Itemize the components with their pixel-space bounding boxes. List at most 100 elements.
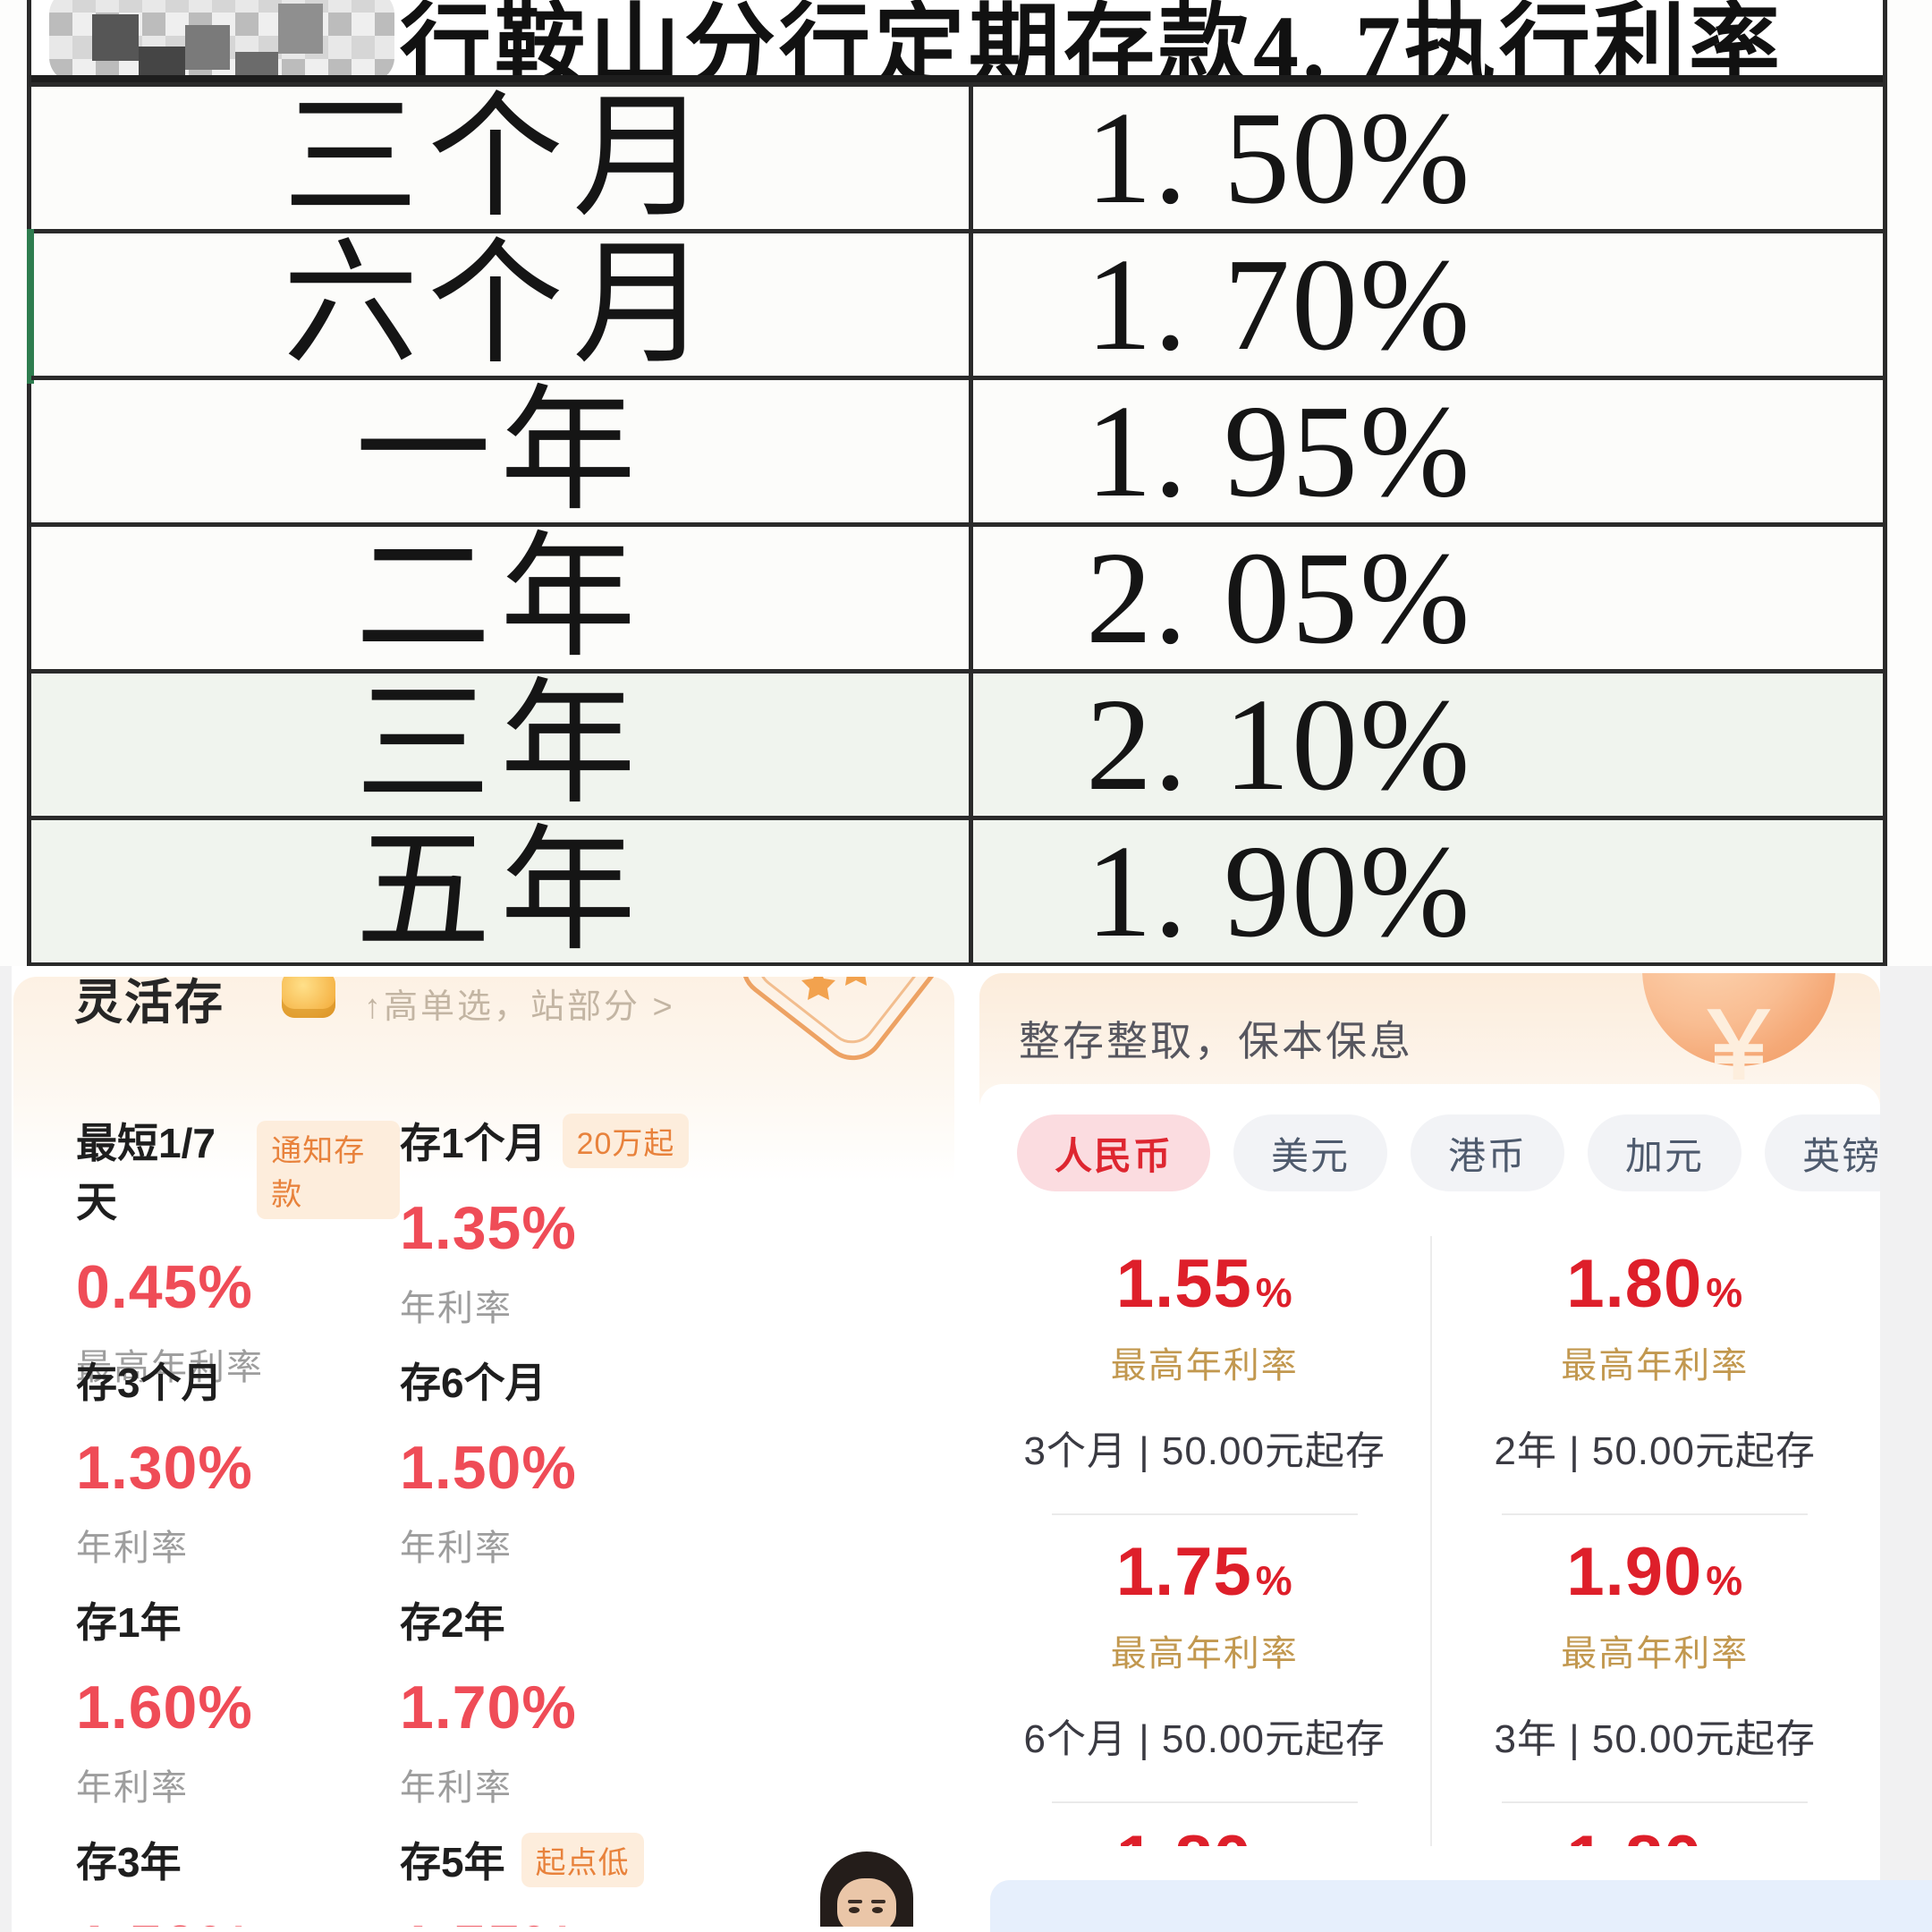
- deposit-rate-label: 年利率: [400, 1529, 513, 1568]
- flexible-deposit-card: 灵活存 ↑高单选，站部分 > 最短1/7天 通知存款 0.45% 最高年利率 存1…: [13, 977, 954, 1927]
- deposit-rate-label: 年利率: [76, 1529, 189, 1568]
- service-agent-avatar[interactable]: [820, 1852, 913, 1927]
- deposit-rate: 1.70%: [400, 1674, 577, 1741]
- coin-icon: ￥: [1642, 973, 1859, 1098]
- deposit-rate: 1.60%: [76, 1674, 253, 1741]
- rate-value: 1.80: [1566, 1822, 1702, 1847]
- redacted-bank-name-mosaic: [49, 0, 394, 75]
- term-cell: 一年: [31, 380, 973, 522]
- deposit-badge: 20万起: [562, 1113, 690, 1168]
- deposit-rate-label: 年利率: [400, 1768, 513, 1808]
- divider: [1051, 1801, 1358, 1803]
- deposit-term: 存3个月: [76, 1360, 223, 1406]
- rates-spreadsheet: 行鞍山分行定期存款4. 7执行利率 三个月 1. 50% 六个月 1. 70% …: [27, 0, 1887, 968]
- deposit-item[interactable]: 存1个月 20万起 1.35% 年利率: [400, 1111, 919, 1351]
- bottom-banner[interactable]: [990, 1880, 1932, 1932]
- tab-cny[interactable]: 人民币: [1017, 1114, 1211, 1191]
- flexible-deposit-grid: 最短1/7天 通知存款 0.45% 最高年利率 存1个月 20万起 1.35% 年利…: [76, 1111, 919, 1927]
- percent-sign: %: [1256, 1845, 1293, 1846]
- deposit-rate: 0.45%: [76, 1253, 253, 1321]
- deposit-term: 存1年: [76, 1599, 182, 1646]
- rate-card[interactable]: 1.80% 最高年利率 5年 | 50.00元起存: [1430, 1803, 1881, 1847]
- page-edge-left: [0, 966, 12, 1932]
- table-title: 行鞍山分行定期存款4. 7执行利率: [400, 0, 1784, 82]
- fixed-panel-title: 整存整取，保本保息: [1019, 1018, 1413, 1064]
- deposit-rate: 1.30%: [76, 1434, 253, 1502]
- fixed-deposit-card: 人民币 美元 港币 加元 英镑 1.55% 最高年利率 3个月 | 50.00元…: [979, 1084, 1880, 1846]
- flexible-card-subtitle-link[interactable]: ↑高单选，站部分 >: [364, 988, 675, 1026]
- deposit-term: 存1个月: [400, 1120, 547, 1166]
- tab-usd[interactable]: 美元: [1233, 1114, 1388, 1191]
- rate-value: 1.75: [1115, 1534, 1252, 1610]
- deposit-term: 存2年: [400, 1599, 505, 1646]
- table-row: 六个月 1. 70%: [27, 229, 1883, 384]
- fixed-rate-grid: 1.55% 最高年利率 3个月 | 50.00元起存 1.80% 最高年利率 2…: [979, 1227, 1880, 1846]
- table-row: 一年 1. 95%: [31, 376, 1883, 522]
- tab-gbp[interactable]: 英镑: [1765, 1114, 1880, 1191]
- deposit-item[interactable]: 存3年 1.50%: [76, 1830, 400, 1927]
- moneybag-icon: [282, 977, 335, 1018]
- deposit-item[interactable]: 存6个月 1.50% 年利率: [400, 1351, 919, 1590]
- rate-card[interactable]: 1.90% 最高年利率 3年 | 50.00元起存: [1430, 1515, 1881, 1803]
- rate-value: 1.80: [1116, 1822, 1252, 1847]
- table-title-row: 行鞍山分行定期存款4. 7执行利率: [31, 0, 1883, 82]
- deposit-item[interactable]: 存2年 1.70% 年利率: [400, 1590, 919, 1830]
- rate-cell: 1. 95%: [1086, 380, 1472, 522]
- rate-cell: 1. 90%: [1086, 820, 1472, 962]
- deposit-badge: 通知存款: [257, 1121, 400, 1219]
- rate-terms: 3个月 | 50.00元起存: [1023, 1429, 1385, 1473]
- rate-value: 1.90: [1566, 1534, 1703, 1610]
- deposit-rate: 1.50%: [400, 1434, 577, 1502]
- percent-sign: %: [1255, 1269, 1293, 1316]
- star-shield-icon: [741, 977, 938, 1061]
- percent-sign: %: [1706, 1557, 1744, 1604]
- app-panels-section: 灵活存 ↑高单选，站部分 > 最短1/7天 通知存款 0.45% 最高年利率 存1…: [0, 966, 1932, 1932]
- page-edge-right: [1880, 966, 1932, 1932]
- flexible-card-title: 灵活存: [74, 977, 225, 1030]
- percent-sign: %: [1706, 1269, 1744, 1316]
- table-row: 三年 2. 10%: [31, 669, 1883, 816]
- rate-label: 最高年利率: [1110, 1346, 1299, 1385]
- deposit-item[interactable]: 最短1/7天 通知存款 0.45% 最高年利率: [76, 1111, 400, 1387]
- rate-cell: 1. 50%: [1086, 87, 1472, 229]
- flexible-card-header: 灵活存 ↑高单选，站部分 >: [13, 977, 954, 1091]
- deposit-rate-label: 年利率: [400, 1289, 513, 1328]
- rate-cell: 2. 10%: [1086, 674, 1472, 816]
- divider: [1051, 1513, 1358, 1515]
- rate-card[interactable]: 1.75% 最高年利率 6个月 | 50.00元起存: [979, 1515, 1430, 1803]
- table-row: 五年 1. 90%: [31, 816, 1883, 962]
- rate-terms: 6个月 | 50.00元起存: [1023, 1717, 1385, 1761]
- divider: [1502, 1513, 1809, 1515]
- rate-card[interactable]: 1.55% 最高年利率 3个月 | 50.00元起存: [979, 1227, 1430, 1515]
- rate-terms: 3年 | 50.00元起存: [1494, 1717, 1816, 1761]
- deposit-rate: 1.55%: [400, 1912, 919, 1927]
- rate-cell: 2. 05%: [1086, 527, 1472, 669]
- divider: [1502, 1801, 1809, 1803]
- deposit-term: 存3年: [76, 1839, 182, 1885]
- rate-card[interactable]: 1.80% 最高年利率 1年 | 50.00元起存: [979, 1803, 1430, 1847]
- term-cell: 六个月: [31, 233, 973, 376]
- term-cell: 三年: [31, 674, 973, 816]
- deposit-rate: 1.35%: [400, 1194, 577, 1262]
- term-cell: 五年: [31, 820, 973, 962]
- rate-value: 1.80: [1566, 1246, 1703, 1322]
- deposit-rate-label: 年利率: [76, 1768, 189, 1808]
- excel-selection-cursor: [27, 229, 34, 384]
- rate-card[interactable]: 1.80% 最高年利率 2年 | 50.00元起存: [1430, 1227, 1881, 1515]
- percent-sign: %: [1706, 1845, 1743, 1846]
- table-row: 三个月 1. 50%: [31, 82, 1883, 229]
- yuan-symbol: ￥: [1691, 995, 1786, 1098]
- deposit-term: 存5年: [400, 1839, 505, 1885]
- deposit-item[interactable]: 存3个月 1.30% 年利率: [76, 1351, 400, 1590]
- table-row: 二年 2. 05%: [31, 522, 1883, 669]
- term-cell: 二年: [31, 527, 973, 669]
- tab-cad[interactable]: 加元: [1588, 1114, 1742, 1191]
- deposit-item[interactable]: 存1年 1.60% 年利率: [76, 1590, 400, 1830]
- percent-sign: %: [1255, 1557, 1293, 1604]
- deposit-badge: 起点低: [521, 1832, 644, 1887]
- rate-label: 最高年利率: [1561, 1346, 1750, 1385]
- tab-hkd[interactable]: 港币: [1411, 1114, 1565, 1191]
- rate-terms: 2年 | 50.00元起存: [1494, 1429, 1816, 1473]
- currency-tabs: 人民币 美元 港币 加元 英镑: [979, 1084, 1880, 1191]
